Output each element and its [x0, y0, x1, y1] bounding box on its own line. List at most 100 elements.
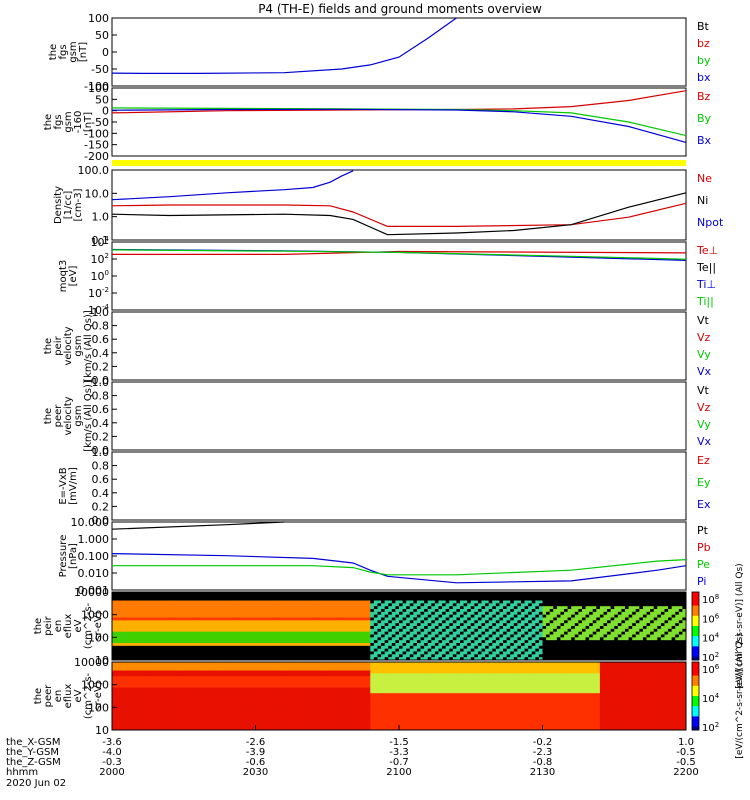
- spectrogram-cell: [237, 628, 242, 633]
- spectrogram-cell: [194, 690, 199, 694]
- spectrogram-cell: [122, 721, 127, 725]
- spectrogram-cell: [237, 713, 242, 717]
- spectrogram-cell: [126, 634, 131, 638]
- spectrogram-cell: [115, 654, 120, 658]
- spectrogram-cell: [244, 718, 249, 722]
- spectrogram-cell: [603, 626, 608, 630]
- spectrogram-cell: [621, 628, 626, 633]
- colorbar-cell: [692, 592, 699, 596]
- spectrogram-cell: [119, 679, 124, 683]
- spectrogram-cell: [485, 648, 490, 652]
- spectrogram-cell: [112, 648, 116, 652]
- spectrogram-cell: [370, 620, 375, 624]
- spectrogram-cell: [287, 606, 292, 610]
- spectrogram-cell: [205, 617, 210, 621]
- spectrogram-cell: [370, 603, 375, 607]
- spectrogram-cell: [137, 614, 142, 618]
- spectrogram-cell: [467, 600, 472, 604]
- spectrogram-cell: [675, 597, 680, 601]
- spectrogram-cell: [653, 597, 658, 601]
- spectrogram-cell: [424, 631, 429, 635]
- spectrogram-cell: [463, 654, 468, 658]
- spectrogram-cell: [172, 606, 177, 610]
- spectrogram-cell: [474, 592, 479, 596]
- y-tick-label: 1.0: [92, 306, 110, 319]
- spectrogram-cell: [230, 687, 235, 691]
- spectrogram-cell: [481, 634, 486, 638]
- spectrogram-cell: [449, 623, 454, 627]
- spectrogram-cell: [581, 603, 586, 607]
- spectrogram-cell: [664, 603, 669, 607]
- spectrogram-cell: [459, 643, 464, 647]
- spectrogram-cell: [119, 654, 124, 658]
- spectrogram-cell: [273, 645, 278, 650]
- spectrogram-cell: [456, 643, 461, 647]
- spectrogram-cell: [574, 623, 579, 627]
- spectrogram-cell: [230, 628, 235, 633]
- spectrogram-cell: [571, 614, 576, 618]
- spectrogram-cell: [129, 648, 134, 652]
- spectrogram-cell: [660, 654, 665, 658]
- spectrogram-cell: [151, 673, 156, 677]
- spectrogram-cell: [660, 640, 665, 644]
- spectrogram-cell: [517, 657, 522, 661]
- spectrogram-cell: [617, 634, 622, 638]
- spectrogram-cell: [485, 643, 490, 647]
- spectrogram-cell: [233, 617, 238, 621]
- spectrogram-cell: [287, 620, 292, 624]
- spectrogram-cell: [140, 637, 145, 641]
- spectrogram-cell: [445, 648, 450, 652]
- spectrogram-cell: [183, 707, 188, 711]
- spectrogram-cell: [531, 600, 536, 604]
- spectrogram-cell: [610, 594, 615, 599]
- spectrogram-cell: [201, 662, 206, 666]
- spectrogram-cell: [668, 600, 673, 604]
- spectrogram-cell: [122, 704, 127, 708]
- spectrogram-cell: [581, 592, 586, 596]
- spectrogram-cell: [571, 600, 576, 604]
- spectrogram-cell: [452, 623, 457, 627]
- spectrogram-cell: [269, 611, 274, 616]
- spectrogram-cell: [359, 609, 364, 613]
- spectrogram-cell: [334, 623, 339, 627]
- spectrogram-cell: [610, 614, 615, 618]
- spectrogram-cell: [682, 603, 687, 607]
- spectrogram-cell: [510, 594, 515, 599]
- spectrogram-cell: [409, 611, 414, 616]
- spectrogram-cell: [445, 640, 450, 644]
- spectrogram-cell: [352, 645, 357, 650]
- spectrogram-cell: [183, 701, 188, 705]
- spectrogram-cell: [363, 628, 368, 633]
- spectrogram-cell: [112, 721, 116, 725]
- spectrogram-cell: [219, 606, 224, 610]
- spectrogram-cell: [671, 645, 676, 650]
- spectrogram-cell: [244, 606, 249, 610]
- spectrogram-cell: [585, 617, 590, 621]
- spectrogram-cell: [420, 654, 425, 658]
- spectrogram-cell: [571, 657, 576, 661]
- spectrogram-cell: [194, 645, 199, 650]
- spectrogram-cell: [664, 592, 669, 596]
- spectrogram-cell: [248, 606, 253, 610]
- spectrogram-cell: [399, 603, 403, 607]
- spectrogram-cell: [366, 614, 371, 618]
- spectrogram-cell: [477, 592, 482, 596]
- spectrogram-cell: [165, 617, 170, 621]
- spectrogram-cell: [345, 623, 350, 627]
- spectrogram-cell: [273, 594, 278, 599]
- spectrogram-cell: [180, 643, 185, 647]
- spectrogram-cell: [269, 637, 274, 641]
- spectrogram-cell: [503, 654, 508, 658]
- spectrogram-cell: [477, 645, 482, 650]
- spectrogram-cell: [495, 597, 500, 601]
- y-tick-label: 0.4: [92, 487, 110, 500]
- spectrogram-cell: [617, 651, 622, 655]
- spectrogram-cell: [133, 609, 138, 613]
- spectrogram-cell: [434, 637, 439, 641]
- spectrogram-cell: [133, 715, 138, 720]
- spectrogram-cell: [298, 637, 303, 641]
- spectrogram-cell: [373, 643, 378, 647]
- spectrogram-cell: [635, 626, 640, 630]
- spectrogram-cell: [384, 643, 389, 647]
- spectrogram-cell: [614, 620, 619, 624]
